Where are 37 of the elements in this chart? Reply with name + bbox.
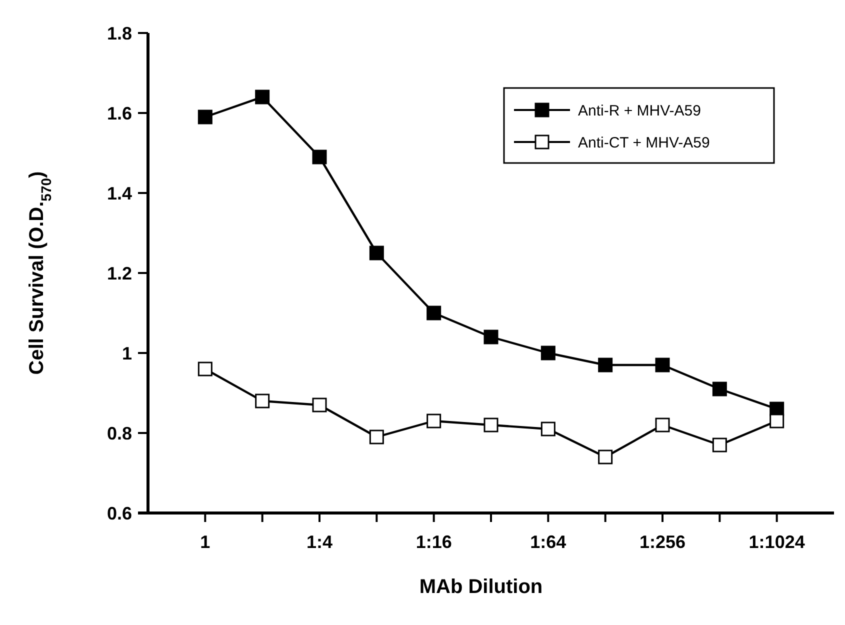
point — [712, 438, 727, 452]
legend-label: Anti-R + MHV-A59 — [578, 102, 701, 120]
x-tick-label: 1 — [200, 532, 210, 552]
x-tick-label: 1:4 — [306, 532, 333, 552]
point — [198, 362, 212, 376]
y-tick-label: 1 — [122, 343, 132, 364]
y-tick-label: 0.8 — [106, 423, 132, 444]
point — [312, 398, 327, 412]
point — [655, 418, 670, 432]
x-tick-label: 1:256 — [639, 532, 686, 552]
point — [770, 414, 784, 428]
y-tick-label: 1.2 — [106, 263, 132, 284]
point — [426, 306, 442, 320]
point — [540, 346, 556, 360]
x-tick-label: 1:1024 — [748, 532, 805, 552]
point — [484, 330, 498, 344]
x-tick-label: 1:16 — [416, 532, 452, 552]
point — [655, 358, 670, 372]
point — [712, 382, 727, 396]
point — [255, 90, 270, 104]
y-tick-label: 1.6 — [106, 103, 132, 124]
point — [198, 110, 212, 124]
point — [484, 418, 498, 432]
point — [598, 450, 613, 464]
x-axis-title: MAb Dilution — [419, 576, 543, 598]
y-tick-label: 1.8 — [106, 23, 132, 44]
y-tick-label: 1.4 — [106, 183, 132, 204]
y-tick-label: 0.6 — [106, 503, 132, 524]
point — [255, 394, 270, 408]
point — [426, 414, 442, 428]
point — [369, 246, 384, 260]
point — [598, 358, 613, 372]
legend-label: Anti-CT + MHV-A59 — [578, 134, 710, 152]
point — [312, 150, 327, 164]
x-tick-label: 1:64 — [530, 532, 566, 552]
point — [540, 422, 556, 436]
point — [369, 430, 384, 444]
